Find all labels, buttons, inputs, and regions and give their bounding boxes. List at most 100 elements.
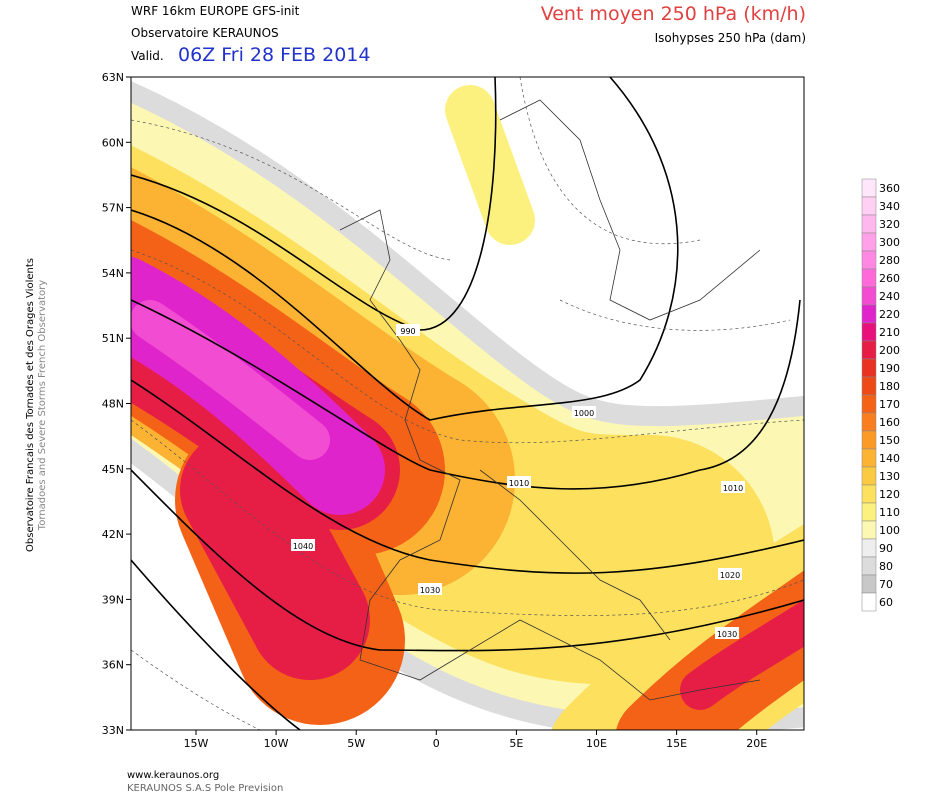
colorbar-label: 180 [879, 380, 900, 393]
contour-label-bg [291, 539, 315, 551]
colorbar-label: 260 [879, 272, 900, 285]
wind-band [131, 300, 330, 460]
lat-label: 57N [102, 202, 124, 215]
lat-label: 42N [102, 528, 124, 541]
colorbar-swatch [861, 538, 877, 558]
colorbar-swatch [861, 232, 877, 252]
contour-label: 1040 [293, 542, 313, 551]
colorbar-label: 210 [879, 326, 900, 339]
colorbar-label: 240 [879, 290, 900, 303]
lat-label: 60N [102, 136, 124, 149]
valid-time: 06Z Fri 28 FEB 2014 [178, 44, 371, 66]
map-title: Vent moyen 250 hPa (km/h) [541, 3, 806, 25]
colorbar-label: 80 [879, 560, 893, 573]
contour-label-bg [418, 583, 442, 595]
colorbar-swatch [861, 520, 877, 540]
colorbar-label: 360 [879, 182, 900, 195]
side-line: Tornadoes and Severe Storms French Obser… [37, 280, 48, 531]
lon-label: 20E [746, 737, 767, 750]
lat-label: 45N [102, 463, 124, 476]
lat-label: 54N [102, 267, 124, 280]
colorbar-swatch [861, 592, 877, 612]
lat-label: 51N [102, 332, 124, 345]
contour-label: 1030 [420, 586, 440, 595]
coastlines [339, 99, 761, 701]
colorbar-swatch [861, 502, 877, 522]
colorbar-swatch [861, 286, 877, 306]
colorbar-swatch [861, 268, 877, 288]
contour-label: 1000 [574, 409, 594, 418]
colorbar-swatch [861, 556, 877, 576]
colorbar-swatch [861, 394, 877, 414]
wind-band [445, 85, 535, 245]
isohypses [131, 77, 804, 730]
side-line: Observatoire Francais des Tornades et de… [25, 258, 36, 552]
colorbar-label: 130 [879, 470, 900, 483]
colorbar-label: 140 [879, 452, 900, 465]
colorbar-swatch [861, 178, 877, 198]
colorbar-swatch [861, 376, 877, 396]
colorbar-label: 70 [879, 578, 893, 591]
colorbar-swatch [861, 214, 877, 234]
model-label: WRF 16km EUROPE GFS-init [131, 4, 300, 18]
colorbar-swatch [861, 484, 877, 504]
colorbar-swatch [861, 340, 877, 360]
lon-label: 5E [509, 737, 523, 750]
valid-prefix: Valid. [131, 49, 164, 63]
contour-label: 1020 [720, 571, 740, 580]
colorbar-swatch [861, 304, 877, 324]
colorbar-label: 200 [879, 344, 900, 357]
colorbar-swatch [861, 358, 877, 378]
colorbar-label: 160 [879, 416, 900, 429]
colorbar-label: 300 [879, 236, 900, 249]
map-area [131, 77, 804, 730]
lon-label: 5W [347, 737, 365, 750]
contour-label-bg [572, 406, 596, 418]
contour-label-bg [396, 324, 420, 336]
lon-label: 15E [666, 737, 687, 750]
lon-label: 10E [586, 737, 607, 750]
contour-label: 990 [400, 327, 415, 336]
contour-label-bg [715, 627, 739, 639]
lat-label: 36N [102, 659, 124, 672]
colorbar-label: 170 [879, 398, 900, 411]
colorbar-label: 340 [879, 200, 900, 213]
lon-label: 15W [184, 737, 209, 750]
colorbar-swatch [861, 448, 877, 468]
observatory-label: Observatoire KERAUNOS [131, 26, 279, 40]
colorbar-label: 220 [879, 308, 900, 321]
contour-label: 1010 [723, 484, 743, 493]
contour-label: 1010 [509, 479, 529, 488]
contour-label-bg [507, 476, 531, 488]
speed-contours [131, 77, 804, 730]
colorbar-label: 110 [879, 506, 900, 519]
lat-label: 63N [102, 71, 124, 84]
footer-company: KERAUNOS S.A.S Pole Prevision [127, 783, 283, 794]
lat-label: 48N [102, 398, 124, 411]
contour-label-bg [721, 481, 745, 493]
colorbar-label: 100 [879, 524, 900, 537]
colorbar-swatch [861, 322, 877, 342]
footer-site: www.keraunos.org [127, 770, 219, 781]
colorbar-label: 90 [879, 542, 893, 555]
colorbar-swatch [861, 196, 877, 216]
colorbar-label: 320 [879, 218, 900, 231]
colorbar-swatch [861, 466, 877, 486]
colorbar-label: 60 [879, 596, 893, 609]
colorbar-label: 120 [879, 488, 900, 501]
lat-label: 33N [102, 724, 124, 737]
colorbar-swatch [861, 250, 877, 270]
colorbar-label: 280 [879, 254, 900, 267]
contour-label-bg [718, 568, 742, 580]
colorbar-label: 190 [879, 362, 900, 375]
contour-label: 1030 [717, 630, 737, 639]
side-text: Observatoire Francais des Tornades et de… [25, 258, 48, 552]
colorbar-swatch [861, 574, 877, 594]
wind-band [680, 599, 804, 710]
lon-label: 10W [264, 737, 289, 750]
colorbar-label: 150 [879, 434, 900, 447]
lat-label: 39N [102, 593, 124, 606]
colorbar-swatch [861, 430, 877, 450]
jet-stream [131, 81, 804, 730]
